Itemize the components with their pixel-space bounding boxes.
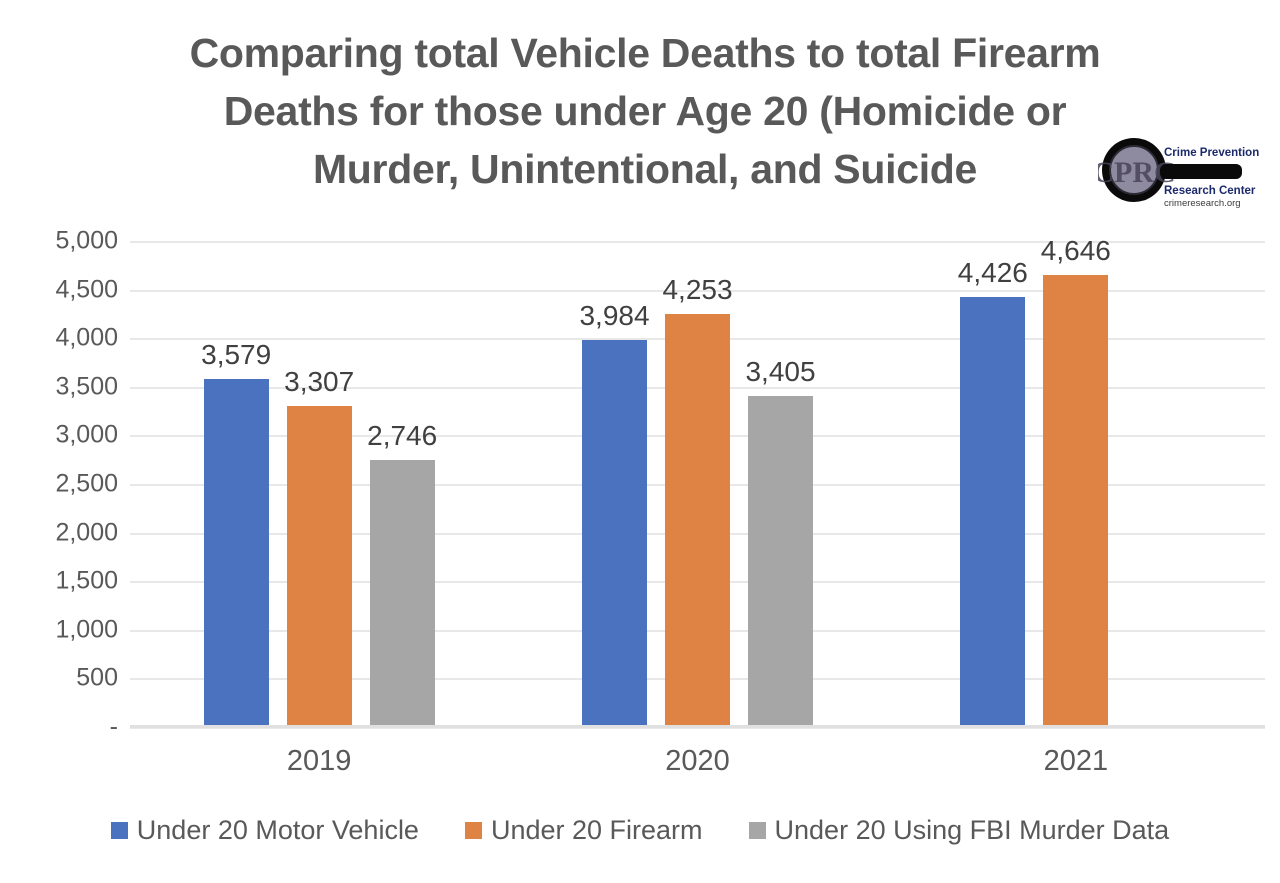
legend-item[interactable]: Under 20 Using FBI Murder Data xyxy=(748,815,1170,846)
x-axis-tick-label: 2019 xyxy=(286,745,352,777)
bar[interactable] xyxy=(369,460,435,727)
bar-data-label: 3,984 xyxy=(579,299,650,331)
y-axis-tick-label: 5,000 xyxy=(55,226,118,255)
legend-swatch-icon xyxy=(748,822,766,839)
gridline xyxy=(130,289,1265,292)
gridline xyxy=(130,241,1265,243)
legend-item[interactable]: Under 20 Motor Vehicle xyxy=(110,815,419,846)
bar-data-label: 3,307 xyxy=(284,365,355,397)
y-axis-tick-label: 1,000 xyxy=(55,615,118,644)
y-axis-tick-label: - xyxy=(109,712,118,741)
x-axis-tick-label: 2020 xyxy=(665,745,730,777)
logo-line-2: Research Center xyxy=(1164,185,1256,197)
legend-label: Under 20 Motor Vehicle xyxy=(136,815,419,845)
y-axis-tick-label: 3,500 xyxy=(55,372,118,401)
chart-title-line-2: Deaths for those under Age 20 (Homicide … xyxy=(223,88,1067,135)
legend-item[interactable]: Under 20 Firearm xyxy=(464,815,703,846)
bar-data-label: 2,746 xyxy=(367,420,438,452)
y-axis-tick-label: 2,000 xyxy=(55,518,118,547)
bar[interactable] xyxy=(665,313,730,727)
x-axis-tick-label: 2021 xyxy=(1043,745,1109,777)
chart-legend: Under 20 Motor Vehicle Under 20 Firearm Un… xyxy=(0,815,1280,846)
bar[interactable] xyxy=(286,405,352,727)
bar-data-label: 4,253 xyxy=(662,273,733,305)
y-axis-tick-label: 2,500 xyxy=(55,469,118,498)
cprc-logo: CPRC Crime Prevention Research Center cr… xyxy=(1092,136,1262,216)
bar-data-label: 3,579 xyxy=(201,339,272,371)
bar-data-label: 4,646 xyxy=(1040,235,1111,267)
logo-line-1: Crime Prevention xyxy=(1164,147,1259,159)
legend-swatch-icon xyxy=(110,822,128,839)
y-axis-tick-label: 4,500 xyxy=(55,275,118,304)
chart-title-line-1: Comparing total Vehicle Deaths to total … xyxy=(189,30,1101,76)
y-axis-tick-label: 4,000 xyxy=(55,323,118,352)
gridline xyxy=(130,727,1265,729)
legend-label: Under 20 Firearm xyxy=(490,815,703,845)
bar-data-label: 4,426 xyxy=(957,256,1028,288)
legend-label: Under 20 Using FBI Murder Data xyxy=(774,815,1170,845)
chart-title: Comparing total Vehicle Deaths to total … xyxy=(140,24,1150,199)
y-axis: 5,000 4,500 4,000 3,500 3,000 2,500 2,000 1,500… xyxy=(0,227,118,741)
x-axis-line xyxy=(130,725,1265,728)
chart-title-line-3: Murder, Unintentional, and Suicide xyxy=(312,146,978,193)
y-axis-tick-label: 3,000 xyxy=(55,420,118,449)
plot-area: 3,579 3,307 2,746 3,984 4,253 3,405 4,426 4,646 xyxy=(130,235,1265,729)
bar[interactable] xyxy=(203,379,269,727)
y-axis-tick-label: 1,500 xyxy=(55,566,118,595)
bar[interactable] xyxy=(582,339,647,727)
magnifying-glass-logo-icon: CPRC Crime Prevention Research Center cr… xyxy=(1092,138,1259,209)
legend-swatch-icon xyxy=(464,822,482,839)
bar-data-label: 3,405 xyxy=(745,356,816,388)
bar[interactable] xyxy=(1043,275,1109,727)
logo-url: crimeresearch.org xyxy=(1164,198,1241,209)
bar[interactable] xyxy=(960,296,1026,727)
bar[interactable] xyxy=(748,396,813,727)
y-axis-tick-label: 500 xyxy=(76,663,118,692)
